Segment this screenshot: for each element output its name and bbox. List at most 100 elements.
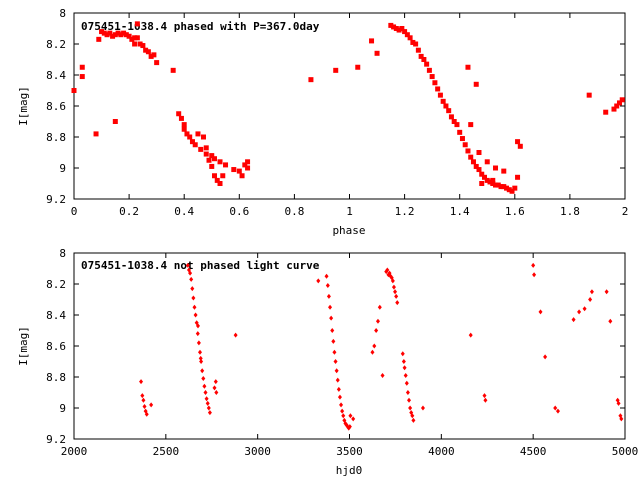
data-point [410,39,416,45]
x-axis-label: hjd0 [336,464,363,477]
data-point [348,413,353,419]
data-point [418,53,424,59]
data-point [413,41,419,47]
data-point [134,21,140,27]
data-point [429,74,435,80]
data-point [217,159,223,165]
y-tick-label: 9 [59,162,66,175]
data-point [517,143,523,149]
data-point [308,77,314,83]
data-point [189,139,195,145]
data-point [192,304,197,310]
data-point [421,57,427,62]
data-point [195,331,200,337]
data-point [465,64,471,70]
x-tick-label: 3500 [336,445,363,458]
data-point [465,148,471,154]
x-tick-label: 1.6 [505,205,525,218]
data-point [351,416,356,422]
data-point [142,403,147,409]
data-point [476,150,482,155]
data-point [213,379,218,385]
data-point [393,289,398,295]
data-point [443,103,449,109]
data-point [148,53,154,59]
y-tick-label: 8.2 [46,278,66,291]
data-point [112,32,118,38]
data-point [484,177,490,183]
data-point [191,295,196,301]
data-point [121,30,127,36]
y-axis-label: I[mag] [17,86,30,126]
y-tick-label: 9.2 [46,193,66,206]
data-point [468,154,474,160]
data-point [185,262,190,268]
y-tick-label: 8.4 [46,69,66,82]
x-axis-ticks: 0 0.2 0.4 0.6 0.8 1 1.2 1.4 1.6 1.8 2 [71,13,628,218]
data-point [184,131,190,137]
x-tick-label: 5000 [612,445,639,458]
data-point [149,402,154,408]
data-point [129,36,135,42]
data-point [614,103,620,109]
y-tick-label: 8.8 [46,371,66,384]
data-point [198,355,203,361]
data-point [132,41,138,47]
data-point [586,92,592,98]
data-point [495,182,501,188]
data-point [144,411,149,417]
data-point [195,131,201,137]
data-point [192,142,198,148]
data-point [141,397,146,403]
data-point [515,174,521,180]
data-point [393,26,399,31]
data-point [233,332,238,338]
data-point [374,328,379,333]
data-point [479,181,485,186]
data-point [588,297,593,302]
data-point [154,60,160,66]
data-point [190,286,195,292]
y-tick-label: 8 [59,247,66,260]
data-point [326,293,331,299]
data-point [239,173,245,179]
data-point [484,159,490,165]
data-points [71,21,625,194]
data-point [404,380,409,386]
data-point [405,390,410,395]
data-point [209,163,215,169]
data-point [468,122,474,128]
data-point [104,32,110,38]
data-point [374,50,380,56]
data-point [170,67,176,73]
data-point [198,146,204,152]
data-point [400,351,405,357]
data-point [448,114,454,120]
x-tick-label: 3000 [244,445,271,458]
data-point [611,106,617,112]
data-point [181,126,187,132]
data-point [440,98,446,104]
data-point [468,332,473,338]
data-point [582,306,587,312]
x-tick-label: 2500 [153,445,180,458]
data-point [316,278,321,284]
data-point [388,22,394,28]
data-point [340,408,345,414]
data-point [206,405,211,411]
data-point [176,111,182,117]
data-point [462,142,468,148]
data-point [332,349,337,355]
data-point [446,108,452,114]
data-point [410,413,415,419]
data-point [181,122,187,128]
data-point [432,80,438,86]
data-point [603,109,609,115]
data-point [341,413,346,419]
data-point [375,318,380,324]
data-point [482,393,487,399]
data-point [126,33,132,39]
data-point [372,343,377,349]
data-point [604,289,609,295]
data-point [394,293,399,299]
